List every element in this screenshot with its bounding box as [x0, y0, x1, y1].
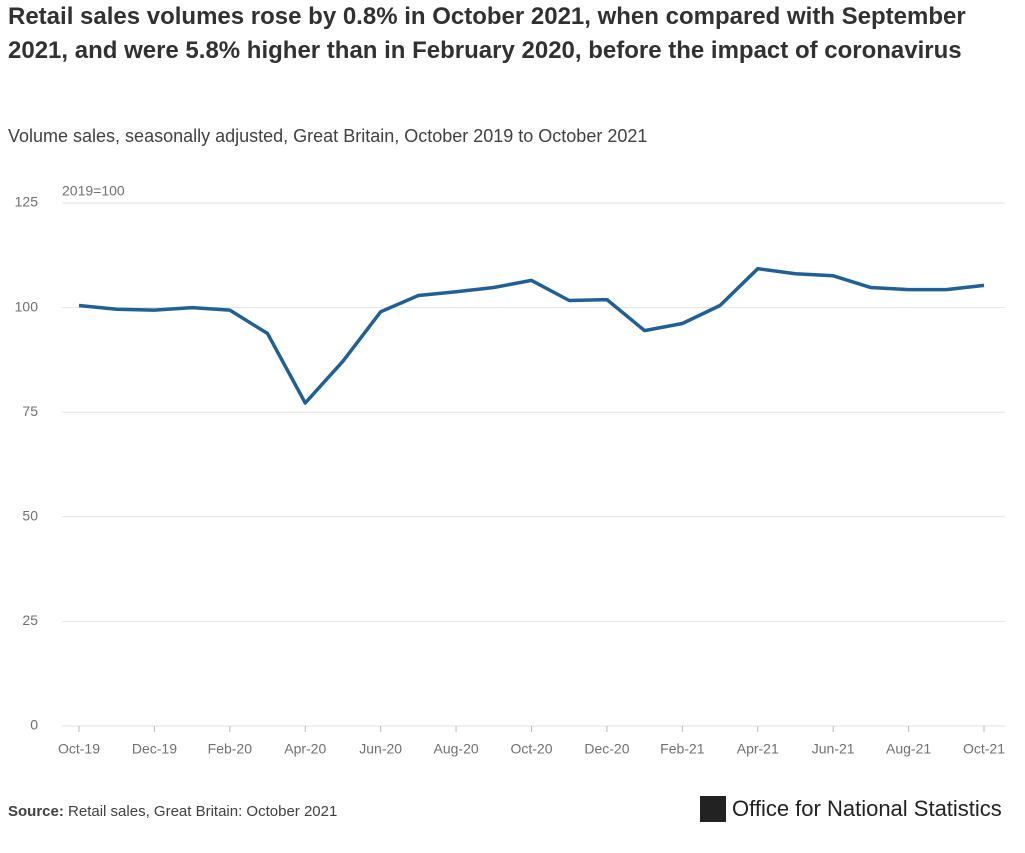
chart-subtitle: Volume sales, seasonally adjusted, Great… — [8, 126, 648, 146]
logo-text: Office for National Statistics — [732, 796, 1002, 821]
y-tick-label: 50 — [22, 508, 38, 524]
x-tick-label: Feb-21 — [660, 741, 705, 757]
x-tick-label: Oct-21 — [963, 741, 1005, 757]
y-tick-label: 100 — [15, 298, 39, 314]
y-tick-label: 125 — [15, 194, 39, 210]
x-tick-label: Feb-20 — [208, 741, 253, 757]
y-tick-label: 25 — [22, 612, 38, 628]
source: Source: Retail sales, Great Britain: Oct… — [8, 803, 337, 820]
x-tick-label: Oct-19 — [58, 741, 100, 757]
chart-title: Retail sales volumes rose by 0.8% in Oct… — [8, 3, 966, 64]
logo: Office for National Statistics — [700, 796, 1002, 822]
x-tick-label: Jun-21 — [812, 741, 855, 757]
source-text: Retail sales, Great Britain: October 202… — [68, 803, 338, 820]
x-tick-label: Apr-21 — [737, 741, 779, 757]
x-tick-label: Dec-20 — [584, 741, 629, 757]
x-tick-label: Aug-21 — [886, 741, 931, 757]
x-tick-label: Aug-20 — [434, 741, 479, 757]
y-axis-label: 2019=100 — [62, 183, 125, 199]
data-line — [78, 266, 985, 405]
logo-icon — [700, 796, 726, 822]
x-tick-label: Dec-19 — [132, 741, 177, 757]
y-tick-label: 0 — [30, 717, 38, 733]
source-label: Source: — [8, 803, 64, 820]
x-tick-label: Jun-20 — [359, 741, 402, 757]
x-tick-label: Oct-20 — [510, 741, 552, 757]
x-tick-label: Apr-20 — [284, 741, 326, 757]
y-tick-label: 75 — [22, 403, 38, 419]
